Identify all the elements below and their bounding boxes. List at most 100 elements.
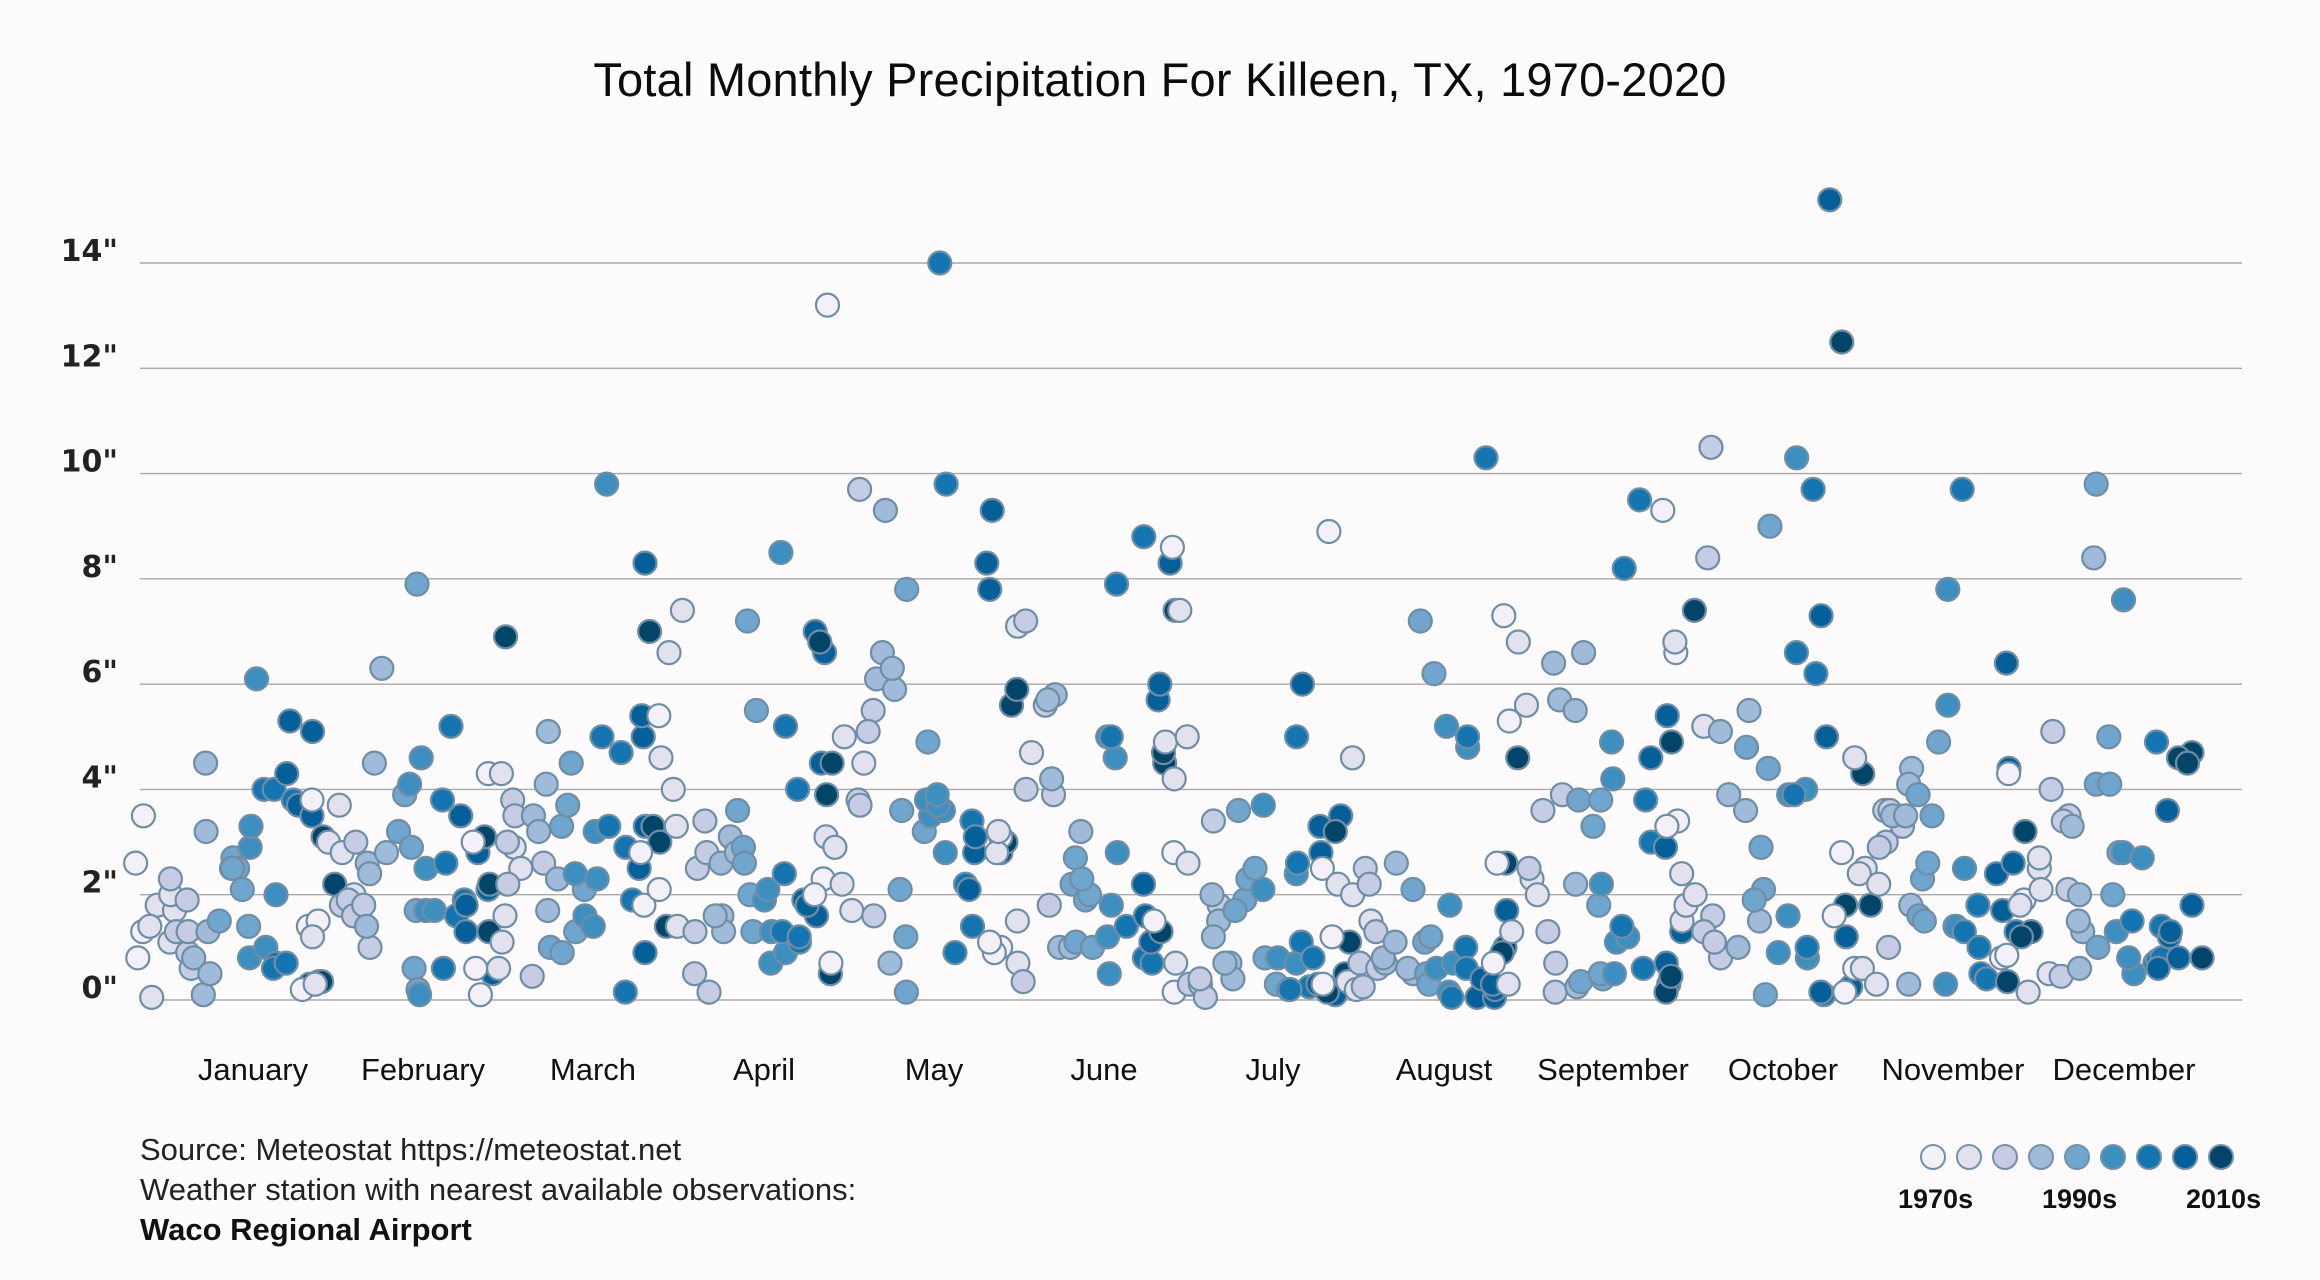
data-point: September 1993: 3.3"	[1580, 813, 1606, 839]
legend-swatch	[2064, 1144, 2090, 1170]
legend-swatch	[1992, 1144, 2018, 1170]
legend-label: 1970s	[1898, 1184, 1974, 1214]
x-axis-ticks: January February March April May June July Augu…	[198, 1052, 2196, 1087]
data-point: March 1971: 0.6"	[463, 955, 489, 982]
data-point: November 1979: 2.2"	[1866, 871, 1892, 897]
data-point: January 1991: 3.2"	[193, 818, 219, 845]
data-point: August 1985: 1.3"	[1363, 918, 1389, 945]
data-point: October 1979: 2"	[1682, 882, 1708, 908]
data-point: May 1991: 6.3"	[879, 655, 905, 681]
data-point: December 1979: 2.7"	[2026, 845, 2053, 871]
data-point: February 2000: 4.1"	[397, 771, 423, 797]
data-point: December 2013: 0.8"	[2165, 945, 2192, 971]
data-point: February 1970: 3.8"	[299, 787, 325, 813]
data-point: October 2012: 7.3"	[1808, 603, 1834, 629]
data-point: July 1975: 4.9"	[1152, 729, 1179, 755]
data-point: June 2011: 2.2"	[1130, 871, 1157, 897]
data-point: September 1971: 2.6"	[1484, 850, 1510, 876]
data-point: June 1982: 7.2"	[1013, 608, 1039, 634]
data-point: June 1997: 2.3"	[1069, 866, 1095, 892]
data-point: September 2020: 7.4"	[1681, 597, 1708, 624]
data-point: February 2005: 2.6"	[433, 850, 459, 876]
data-point: July 1974: 4.2"	[1161, 766, 1187, 792]
data-point: May 1970: 0.7"	[818, 950, 844, 976]
x-tick-label: January	[198, 1052, 309, 1087]
data-point: August 1992: 2.1"	[1400, 876, 1426, 903]
data-point: January 2003: 2"	[263, 882, 289, 908]
data-point: February 1997: 7.9"	[404, 571, 430, 597]
data-point: May 1973: 13.2"	[814, 292, 841, 318]
data-point: March 1984: 0.45"	[519, 963, 545, 989]
data-point: February 2011: 1.3"	[453, 918, 479, 945]
data-point: September 1974: 1.3"	[1499, 918, 1525, 945]
data-point: September 1979: 2"	[1524, 882, 1551, 908]
x-tick-label: November	[1882, 1052, 2025, 1087]
data-point: April 2017: 6.8"	[807, 629, 833, 655]
source-note: Source: Meteostat https://meteostat.net …	[140, 1130, 856, 1250]
data-point: May 2019: 5.9"	[1004, 676, 1030, 703]
data-point: January 1971: 3.5"	[130, 803, 156, 829]
scatter-plot: 0" 2" 4" 6" 8" 10" 12" 14" January February March…	[61, 187, 2242, 1087]
data-point: September 2000: 2.2"	[1588, 871, 1615, 897]
data-point: January 1989: 0.5"	[197, 961, 223, 987]
data-point: March 1972: 3"	[460, 829, 486, 855]
data-point: March 1978: 4.3"	[488, 760, 514, 787]
data-point: May 2013: 3.1"	[962, 824, 989, 850]
data-point: August 1972: 1.2"	[1319, 924, 1345, 950]
data-point: May 1980: 9.7"	[846, 476, 873, 502]
data-point: May 2005: 14"	[927, 250, 953, 276]
data-point: August 1970: 2.5"	[1309, 855, 1336, 882]
source-line: Source: Meteostat https://meteostat.net	[140, 1132, 682, 1167]
data-point: August 2007: 5"	[1454, 724, 1481, 750]
data-point: October 2014: 1.2"	[1833, 924, 1859, 950]
data-point: March 2004: 9.8"	[593, 471, 620, 497]
data-point: April 1982: 0.5"	[681, 961, 708, 987]
data-point: December 1994: 2"	[2100, 882, 2126, 908]
data-point: June 1975: 3.2"	[985, 818, 1012, 845]
data-point: December 1993: 5"	[2096, 724, 2122, 750]
data-point: April 1996: 5.5"	[743, 697, 770, 724]
data-point: October 2005: 3.9"	[1781, 782, 1807, 808]
data-point: November 1989: 0.3"	[1896, 971, 1922, 997]
x-tick-label: April	[733, 1052, 795, 1087]
data-point: March 1989: 3.2"	[525, 818, 552, 845]
data-point: July 1978: 2.6"	[1175, 850, 1201, 876]
data-point: October 2007: 9.7"	[1800, 476, 1826, 502]
data-point: September 1970: 7.3"	[1491, 603, 1517, 629]
data-point: February 1974: 1.2"	[299, 924, 326, 950]
data-point: April 1983: 0.15"	[696, 979, 722, 1005]
data-point: February 2012: 1.8"	[453, 892, 479, 918]
data-point: August 1997: 1.2"	[1418, 924, 1444, 950]
data-points: January 1970: 0.8" January 1971: 3.5" Janu…	[123, 187, 2215, 1011]
data-point: March 1990: 5.1"	[535, 718, 561, 745]
data-point: December 1989: 8.4"	[2081, 545, 2107, 571]
data-point: January 1998: 2.1"	[229, 876, 255, 903]
data-point: September 1991: 2.2"	[1562, 871, 1589, 897]
data-point: December 1970: 4.3"	[1995, 760, 2022, 787]
data-point: November 1998: 4.9"	[1925, 729, 1952, 755]
data-point: May 2011: 2.1"	[956, 876, 982, 903]
data-point: July 1979: 5"	[1174, 724, 1200, 750]
legend-swatch	[2100, 1144, 2126, 1170]
data-point: May 1984: 5.1"	[855, 718, 881, 745]
data-point: October 2006: 6.6"	[1783, 639, 1810, 666]
data-point: January 1974: 0.05"	[139, 984, 165, 1011]
data-point: March 1976: 1.6"	[492, 903, 518, 929]
data-point: August 2006: 1"	[1453, 934, 1479, 961]
data-point: August 1979: 4.6"	[1339, 745, 1366, 771]
data-point: December 1998: 4.1"	[2097, 771, 2123, 797]
y-tick-label: 12"	[61, 339, 118, 374]
data-point: March 2007: 0.15"	[612, 979, 638, 1005]
data-point: May 1996: 0.15"	[893, 979, 920, 1005]
data-point: June 2002: 1.8"	[1098, 892, 1124, 918]
data-point: August 1996: 6.2"	[1421, 660, 1447, 687]
data-point: November 2006: 1.3"	[1951, 918, 1977, 945]
data-point: May 2004: 2.8"	[932, 839, 958, 866]
data-point: October 1995: 4.4"	[1755, 755, 1781, 782]
data-point: April 2002: 2.1"	[755, 876, 781, 903]
y-tick-label: 6"	[81, 655, 118, 690]
data-point: April 1995: 7.2"	[734, 608, 761, 634]
data-point: June 1981: 4"	[1013, 776, 1039, 803]
data-point: October 2020: 1.8"	[1857, 892, 1884, 918]
data-point: April 1985: 3.4"	[692, 808, 718, 834]
